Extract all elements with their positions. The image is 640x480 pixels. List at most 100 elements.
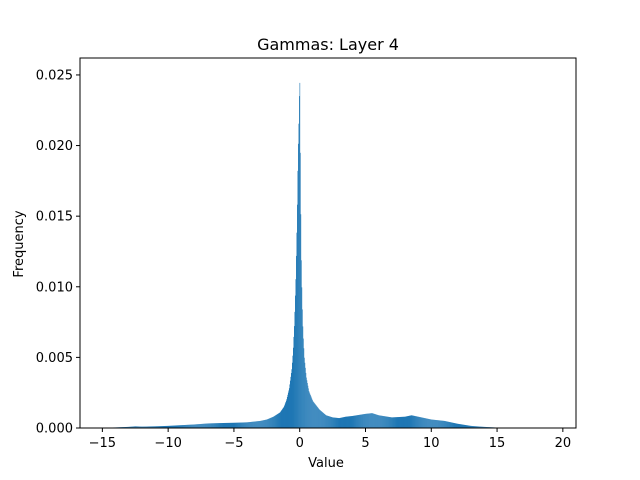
histogram-bar <box>431 419 433 428</box>
histogram-bar <box>308 388 309 428</box>
histogram-bar <box>293 336 295 428</box>
histogram-bar <box>398 417 400 428</box>
histogram-bar <box>274 415 276 428</box>
histogram-bar <box>316 405 317 428</box>
histogram-bar <box>355 415 357 428</box>
histogram-bar <box>159 426 161 428</box>
histogram-bar <box>419 416 420 428</box>
histogram-bar <box>204 423 206 428</box>
histogram-bar <box>283 407 285 428</box>
histogram-bar <box>351 416 352 428</box>
histogram-bar <box>217 423 219 428</box>
histogram-bar <box>289 384 291 428</box>
histogram-bar <box>320 410 322 428</box>
histogram-bar <box>321 411 322 428</box>
histogram-bar <box>175 425 177 428</box>
histogram-bar <box>316 406 318 428</box>
histogram-bar <box>227 422 229 428</box>
histogram-bar <box>166 425 168 428</box>
histogram-bar <box>462 424 464 428</box>
histogram-bar <box>276 414 277 428</box>
histogram-bar <box>353 415 354 428</box>
histogram-bar <box>157 426 159 428</box>
histogram-bar <box>179 425 180 428</box>
histogram-bar <box>137 426 138 428</box>
histogram-bar <box>178 425 180 428</box>
histogram-bar <box>306 377 307 428</box>
histogram-bar <box>308 391 310 428</box>
histogram-bar <box>416 416 417 428</box>
histogram-bar <box>440 420 441 428</box>
histogram-bar <box>267 419 269 428</box>
histogram-bar <box>475 426 476 428</box>
histogram-bar <box>281 410 282 428</box>
histogram-bar <box>336 417 338 428</box>
histogram-bar <box>359 414 360 428</box>
y-tick-label: 0.000 <box>36 422 73 437</box>
histogram-bar <box>279 412 280 428</box>
histogram-bar <box>278 413 280 428</box>
histogram-bar <box>461 424 463 428</box>
histogram-bar <box>341 417 343 428</box>
histogram-bar <box>335 417 337 428</box>
histogram-bar <box>325 414 326 428</box>
histogram-bar <box>374 413 375 428</box>
histogram-bar <box>264 420 265 428</box>
histogram-bar <box>407 416 409 428</box>
histogram-bar <box>154 426 155 428</box>
histogram-bar <box>152 426 154 428</box>
histogram-bar <box>295 279 297 428</box>
histogram-bar <box>394 417 395 428</box>
histogram-bar <box>254 421 256 428</box>
histogram-bar <box>240 422 241 428</box>
histogram-bar <box>146 426 147 428</box>
histogram-bar <box>307 382 308 428</box>
histogram-bar <box>157 426 158 428</box>
histogram-bar <box>359 414 361 428</box>
histogram-bar <box>476 426 478 428</box>
histogram-bar <box>469 425 470 428</box>
histogram-bar <box>180 425 181 428</box>
histogram-bar <box>333 417 334 428</box>
histogram-bar <box>257 421 259 428</box>
histogram-bar <box>247 422 249 428</box>
histogram-bar <box>148 426 150 428</box>
histogram-bar <box>131 426 133 428</box>
histogram-bar <box>233 422 235 428</box>
histogram-bar <box>304 357 305 428</box>
histogram-bar <box>196 424 198 428</box>
histogram-bar <box>154 426 156 428</box>
histogram-bar <box>184 424 186 428</box>
histogram-bar <box>322 412 324 428</box>
histogram-bar <box>417 416 419 428</box>
histogram-bar <box>420 417 421 428</box>
histogram-bar <box>464 424 466 428</box>
histogram-bar <box>273 416 274 428</box>
histogram-bar <box>416 416 418 428</box>
histogram-bar <box>268 418 269 428</box>
histogram-bar <box>167 425 169 428</box>
histogram-bar <box>129 426 131 428</box>
histogram-bar <box>405 416 407 428</box>
plot-area <box>102 82 524 429</box>
histogram-bar <box>253 421 255 428</box>
histogram-bar <box>146 426 148 428</box>
histogram-bar <box>363 414 364 428</box>
histogram-bar <box>436 420 438 428</box>
histogram-bar <box>428 419 430 428</box>
histogram-bar <box>430 419 432 428</box>
histogram-bar <box>385 416 387 428</box>
histogram-bar <box>356 415 357 428</box>
y-axis: 0.000 0.005 0.010 0.015 0.020 0.025 <box>36 68 80 437</box>
histogram-bar <box>455 423 457 428</box>
histogram-bar <box>372 413 373 428</box>
histogram-bar <box>427 418 428 428</box>
histogram-bar <box>182 425 184 428</box>
histogram-bar <box>332 417 334 428</box>
histogram-bar <box>312 400 313 428</box>
histogram-bar <box>224 422 226 428</box>
histogram-bar <box>191 424 192 428</box>
histogram-bar <box>396 417 397 428</box>
histogram-bar <box>298 123 300 428</box>
histogram-bar <box>331 417 332 428</box>
